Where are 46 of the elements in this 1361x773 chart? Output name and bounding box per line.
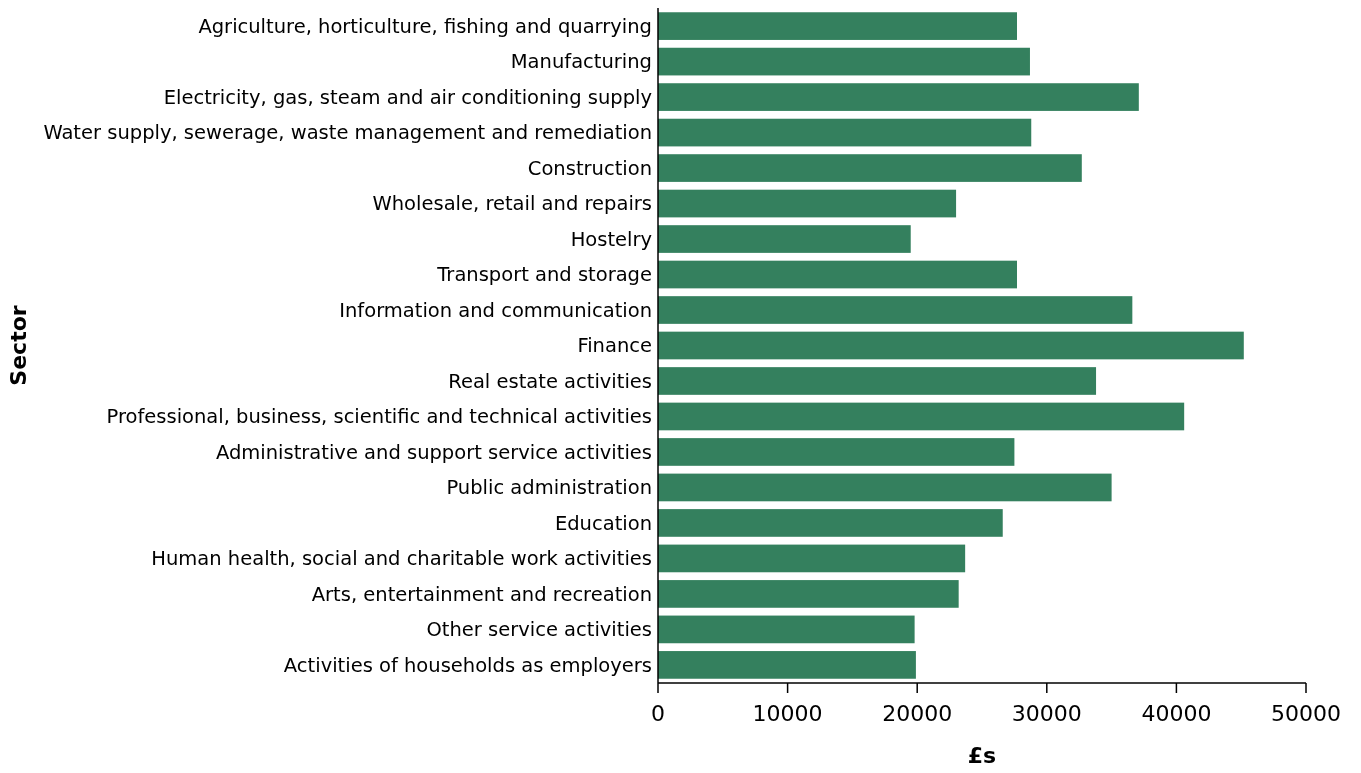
bar	[658, 260, 1017, 289]
x-tick-label: 30000	[1011, 701, 1082, 726]
y-tick-label: Education	[554, 511, 652, 535]
y-tick-label: Manufacturing	[510, 50, 652, 74]
bar	[658, 544, 966, 573]
bar	[658, 367, 1097, 395]
y-tick-label: Transport and storage	[436, 263, 652, 287]
x-tick-label: 40000	[1141, 701, 1212, 726]
y-tick-label: Activities of households as employers	[283, 653, 652, 677]
x-tick-label: 20000	[882, 701, 953, 726]
bar	[658, 225, 911, 253]
y-tick-label: Information and communication	[339, 298, 652, 322]
bar	[658, 118, 1032, 147]
bar	[658, 47, 1030, 76]
bar	[658, 402, 1185, 431]
y-tick-label: Public administration	[446, 476, 652, 500]
x-axis-title: £s	[967, 743, 997, 768]
y-tick-label: Human health, social and charitable work activities	[151, 547, 652, 571]
y-tick-label: Hostelry	[570, 227, 652, 251]
y-tick-label: Construction	[527, 156, 652, 180]
y-tick-label: Professional, business, scientific and technical activities	[106, 405, 652, 429]
bar	[658, 438, 1015, 466]
bar	[658, 189, 957, 218]
y-tick-label: Administrative and support service activities	[215, 440, 652, 464]
y-tick-label: Wholesale, retail and repairs	[372, 192, 652, 216]
bar	[658, 651, 916, 679]
y-axis-title: Sector	[6, 305, 31, 386]
bar	[658, 83, 1139, 111]
y-tick-label: Other service activities	[426, 618, 652, 642]
bar	[658, 580, 959, 608]
bar	[658, 12, 1017, 40]
x-tick-label: 0	[651, 701, 665, 726]
bar	[658, 331, 1244, 360]
x-tick-label: 10000	[752, 701, 823, 726]
y-tick-label: Agriculture, horticulture, fishing and quarrying	[198, 14, 652, 38]
bar	[658, 509, 1003, 537]
y-tick-label: Arts, entertainment and recreation	[311, 582, 652, 606]
y-tick-label: Real estate activities	[448, 369, 652, 393]
bar	[658, 615, 915, 644]
bar	[658, 473, 1112, 502]
y-tick-label: Finance	[577, 334, 652, 358]
y-tick-label: Electricity, gas, steam and air conditioning supply	[163, 85, 652, 109]
y-tick-label: Water supply, sewerage, waste management and remediation	[43, 121, 652, 145]
x-tick-label: 50000	[1271, 701, 1341, 726]
bar	[658, 154, 1082, 182]
bar	[658, 296, 1133, 324]
